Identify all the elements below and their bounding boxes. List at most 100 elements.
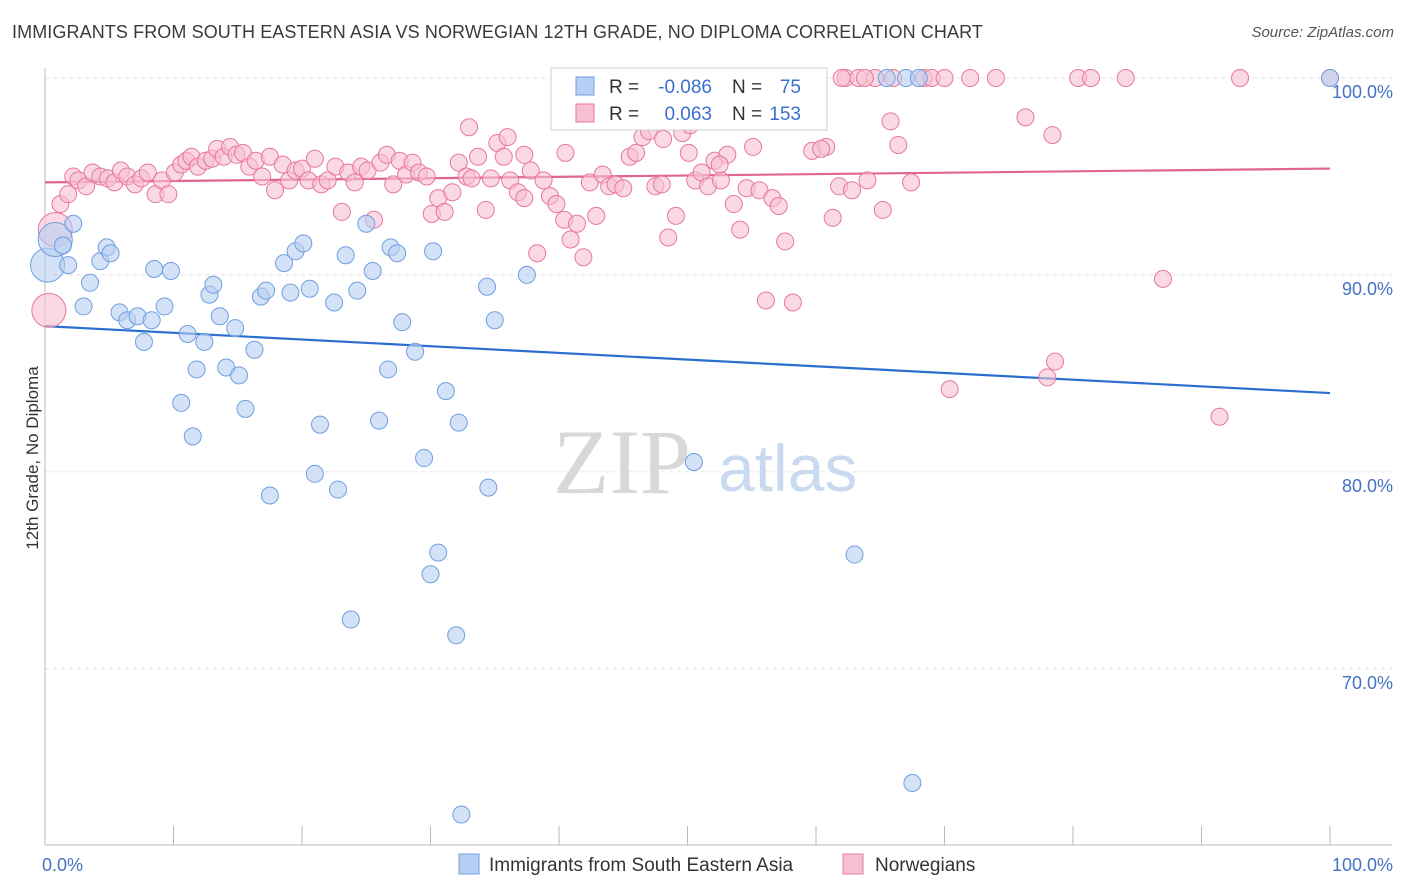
point-sea-34 <box>275 254 294 273</box>
point-norwegian-96 <box>666 206 685 225</box>
point-sea-38 <box>300 279 319 298</box>
point-norwegian-66 <box>469 147 488 166</box>
point-norwegian-3 <box>59 185 78 204</box>
point-norwegian-33 <box>253 167 272 186</box>
point-sea-41 <box>325 293 344 312</box>
point-sea-60 <box>449 413 468 432</box>
point-norwegian-103 <box>711 171 730 190</box>
point-norwegian-152 <box>1231 69 1250 87</box>
point-norwegian-90 <box>627 143 646 162</box>
point-norwegian-161 <box>710 155 729 174</box>
point-norwegian-18 <box>159 185 178 204</box>
legend-r-label-1: R = <box>609 77 639 98</box>
point-norwegian-112 <box>769 197 788 215</box>
point-sea-52 <box>393 313 412 332</box>
point-norwegian-160 <box>498 128 517 147</box>
point-norwegian-0 <box>31 292 67 328</box>
point-norwegian-106 <box>731 220 750 239</box>
point-norwegian-146 <box>1046 352 1065 371</box>
point-sea-14 <box>142 311 161 330</box>
point-sea-27 <box>226 319 245 338</box>
point-sea-39 <box>305 464 324 483</box>
point-norwegian-76 <box>534 171 553 190</box>
watermark-zip: ZIP <box>553 411 691 513</box>
point-norwegian-128 <box>881 112 900 131</box>
chart-title: IMMIGRANTS FROM SOUTH EASTERN ASIA VS NO… <box>12 22 983 42</box>
point-norwegian-84 <box>587 206 606 225</box>
point-sea-53 <box>406 342 425 361</box>
point-norwegian-35 <box>266 181 285 200</box>
trend-line-sea <box>44 325 1331 395</box>
y-tick-label-0: 70.0% <box>1342 673 1393 693</box>
point-sea-24 <box>204 275 223 294</box>
point-norwegian-43 <box>318 171 337 190</box>
point-sea-55 <box>421 565 440 584</box>
point-norwegian-88 <box>614 179 633 198</box>
point-sea-46 <box>357 214 376 233</box>
point-norwegian-80 <box>561 230 580 249</box>
point-norwegian-150 <box>1153 269 1172 288</box>
point-norwegian-58 <box>417 167 436 186</box>
point-norwegian-61 <box>435 202 454 221</box>
bottom-legend-label-blue: Immigrants from South Eastern Asia <box>489 855 794 876</box>
point-sea-32 <box>257 281 276 300</box>
point-norwegian-94 <box>652 175 671 194</box>
point-norwegian-134 <box>855 69 874 87</box>
point-sea-42 <box>328 480 347 499</box>
bottom-legend: Immigrants from South Eastern Asia Norwe… <box>458 853 975 876</box>
point-norwegian-47 <box>345 173 364 192</box>
point-norwegian-153 <box>515 145 534 164</box>
legend-n-value-1: 75 <box>780 77 801 98</box>
point-sea-15 <box>145 260 164 279</box>
point-sea-59 <box>447 626 466 645</box>
point-norwegian-68 <box>481 169 500 188</box>
x-tick-label-1: 100.0% <box>1332 855 1393 875</box>
point-sea-54 <box>415 449 434 468</box>
point-sea-19 <box>178 325 197 343</box>
point-sea-45 <box>348 281 367 300</box>
point-sea-30 <box>245 340 264 359</box>
point-norwegian-142 <box>986 69 1005 87</box>
point-sea-35 <box>281 283 300 302</box>
point-norwegian-154 <box>654 130 673 149</box>
point-sea-57 <box>429 543 448 562</box>
point-norwegian-133 <box>832 69 851 87</box>
point-sea-21 <box>187 360 206 379</box>
bottom-legend-swatch-blue <box>458 853 480 875</box>
point-norwegian-125 <box>858 171 877 190</box>
bottom-legend-label-pink: Norwegians <box>875 855 975 876</box>
point-sea-4 <box>64 214 83 233</box>
source-credit: Source: ZipAtlas.com <box>1251 24 1394 41</box>
x-tick-label-0: 0.0% <box>42 855 83 875</box>
point-norwegian-136 <box>902 173 921 192</box>
point-sea-5 <box>74 297 93 316</box>
point-norwegian-141 <box>961 69 980 87</box>
point-sea-40 <box>310 415 329 434</box>
point-sea-48 <box>370 411 389 430</box>
point-sea-29 <box>236 399 255 418</box>
stats-legend: R = -0.086 N = 75 R = 0.063 N = 153 <box>550 67 828 131</box>
legend-r-value-2: 0.063 <box>664 104 712 125</box>
point-norwegian-98 <box>679 143 698 162</box>
legend-n-label-1: N = <box>732 77 762 98</box>
trend-lines <box>44 167 1331 395</box>
point-norwegian-95 <box>659 228 678 247</box>
x-tick-labels: 0.0% 100.0% <box>42 855 1393 875</box>
point-sea-64 <box>485 311 504 330</box>
point-sea-37 <box>294 234 313 253</box>
point-norwegian-53 <box>384 175 403 194</box>
y-tick-label-2: 90.0% <box>1342 279 1393 299</box>
point-norwegian-108 <box>744 137 763 156</box>
point-norwegian-75 <box>528 244 547 263</box>
axes <box>44 68 1392 846</box>
y-tick-label-3: 100.0% <box>1332 82 1393 102</box>
point-sea-9 <box>101 244 120 263</box>
point-norwegian-129 <box>889 135 908 154</box>
point-sea-49 <box>379 360 398 379</box>
point-sea-20 <box>183 427 202 446</box>
point-norwegian-45 <box>332 202 351 221</box>
point-norwegian-145 <box>1038 368 1057 387</box>
point-sea-72 <box>903 773 922 792</box>
point-norwegian-140 <box>940 380 959 399</box>
